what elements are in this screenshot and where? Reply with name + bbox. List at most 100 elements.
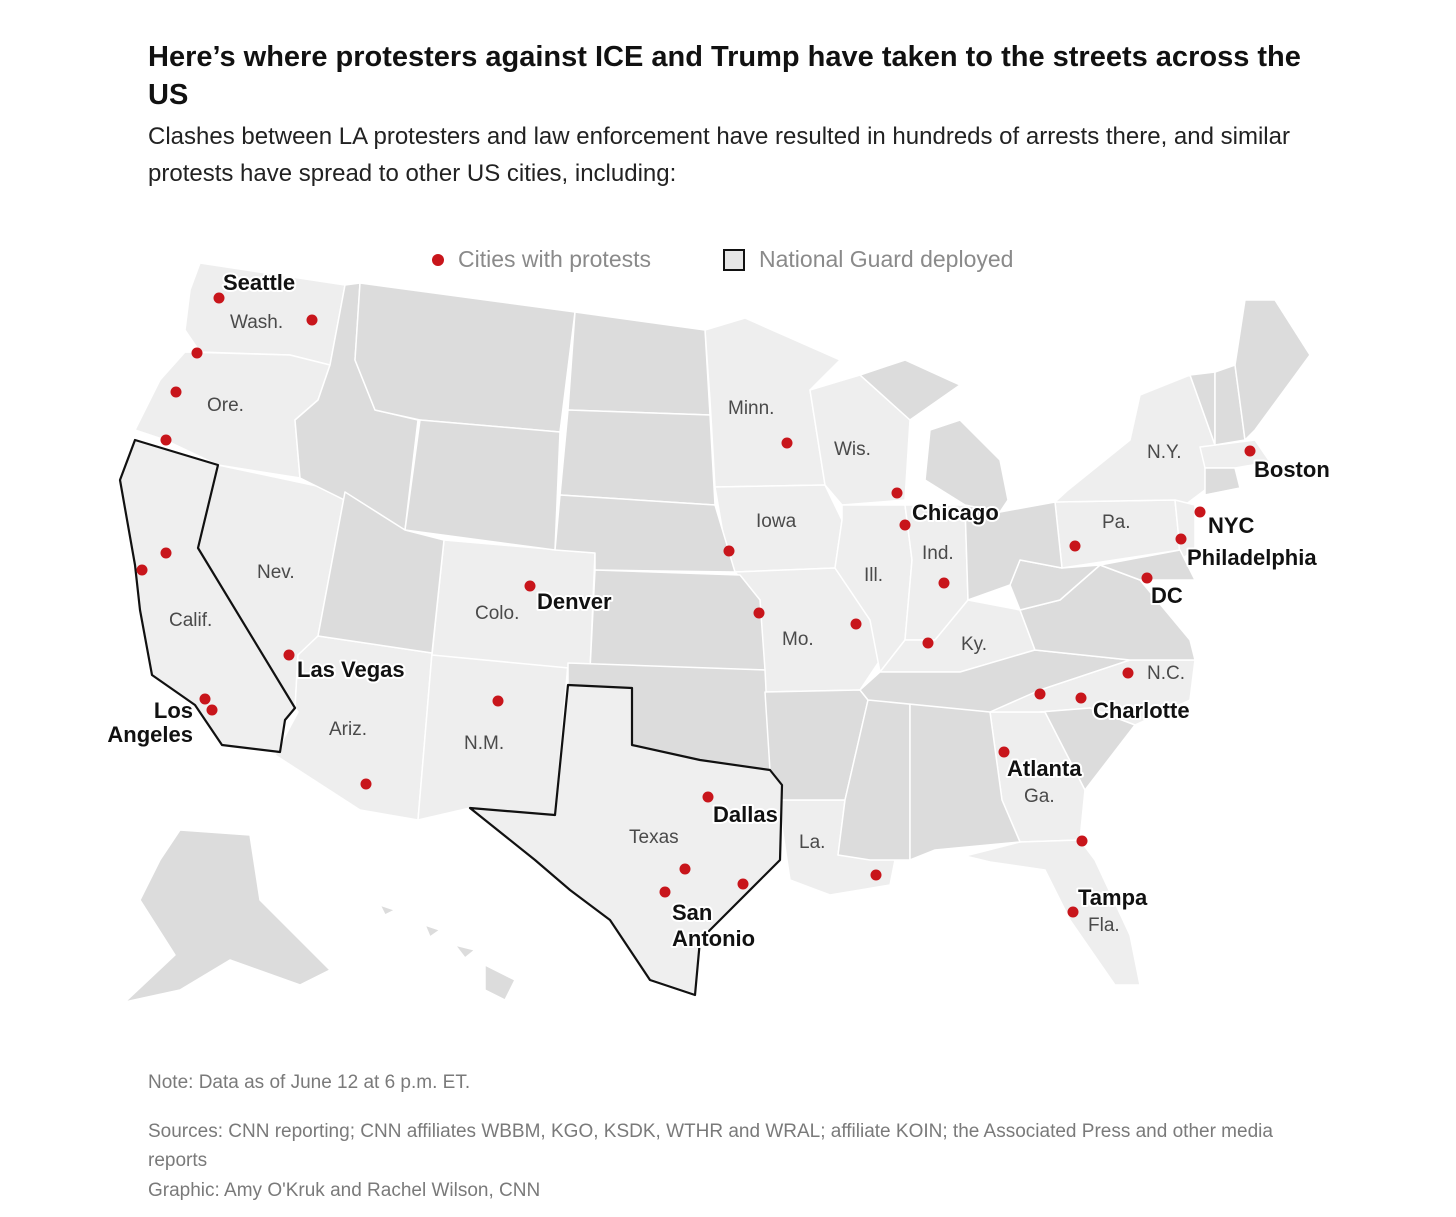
protest-dot-tucson [360, 778, 372, 790]
state-label-florida: Fla. [1088, 915, 1120, 936]
state-california [118, 438, 297, 754]
city-label-charlotte: Charlotte [1093, 698, 1190, 723]
state-label-kentucky: Ky. [961, 634, 987, 655]
state-ohio [964, 501, 1063, 601]
protest-dot-tampa [1067, 906, 1079, 918]
legend-protests-label: Cities with protests [458, 246, 652, 272]
protest-dot-dallas [702, 791, 714, 803]
state-labels: Wash. Ore. Calif. Nev. Ariz. Colo. N.M. … [169, 312, 1185, 936]
legend-guard-label: National Guard deployed [759, 246, 1014, 272]
city-label-seattle: Seattle [223, 270, 295, 295]
state-label-missouri: Mo. [782, 629, 814, 650]
footer-note: Note: Data as of June 12 at 6 p.m. ET. [148, 1072, 471, 1093]
protest-dot-louisville [922, 637, 934, 649]
footer-sources: Sources: CNN reporting; CNN affiliates W… [148, 1121, 1273, 1171]
city-label-los-angeles: Los Angeles [107, 698, 193, 747]
state-label-georgia: Ga. [1024, 786, 1055, 807]
state-label-north-carolina: N.C. [1147, 663, 1185, 684]
protest-dot-los-angeles [199, 693, 211, 705]
protest-dot-asheville [1034, 688, 1046, 700]
legend-item-protests: Cities with protests [432, 246, 651, 273]
legend-red-dot-icon [432, 253, 444, 266]
footer-credit: Graphic: Amy O'Kruk and Rachel Wilson, C… [148, 1180, 541, 1201]
state-new-york [1054, 374, 1216, 506]
protest-dot-eugene [170, 386, 182, 398]
state-texas [468, 683, 784, 997]
protest-dot-indianapolis [938, 577, 950, 589]
state-new-jersey [1174, 499, 1196, 561]
state-connecticut [1204, 467, 1241, 496]
state-shapes [124, 262, 1311, 1003]
city-label-nyc: NYC [1208, 513, 1255, 538]
protest-dot-kansas-city [753, 607, 765, 619]
state-kansas [589, 569, 766, 671]
city-label-chicago: Chicago [912, 500, 999, 525]
state-utah [317, 491, 445, 654]
city-label-las-vegas: Las Vegas [297, 657, 405, 682]
protest-dot-sacramento [160, 547, 172, 559]
protest-dot-milwaukee [891, 487, 903, 499]
city-label-denver: Denver [537, 589, 612, 614]
city-label-dc: DC [1151, 583, 1183, 608]
city-label-philadelphia: Philadelphia [1187, 545, 1317, 570]
protest-dot-denver [524, 580, 536, 592]
state-wyoming [404, 419, 561, 551]
state-label-colorado: Colo. [475, 603, 519, 624]
state-label-oregon: Ore. [207, 395, 244, 416]
city-label-atlanta: Atlanta [1007, 756, 1082, 781]
protest-dot-seattle [213, 292, 225, 304]
state-label-texas: Texas [629, 827, 679, 848]
protest-dot-spokane [306, 314, 318, 326]
state-label-arizona: Ariz. [329, 719, 367, 740]
page-title: Here’s where protesters against ICE and … [148, 41, 1301, 111]
protest-dot-houston [737, 878, 749, 890]
state-label-indiana: Ind. [922, 543, 954, 564]
state-florida [964, 839, 1141, 986]
state-label-new-mexico: N.M. [464, 733, 504, 754]
map-legend: Cities with protests National Guard depl… [0, 246, 1456, 276]
protest-dot-new-orleans [870, 869, 882, 881]
protest-dot-portland [191, 347, 203, 359]
state-label-nevada: Nev. [257, 562, 295, 583]
state-maryland [1099, 549, 1196, 581]
protest-dot-albuquerque [492, 695, 504, 707]
state-label-washington: Wash. [230, 312, 283, 333]
national-guard-states [118, 438, 784, 997]
protest-dot-omaha [723, 545, 735, 557]
protest-dot-san-antonio [659, 886, 671, 898]
protest-dot-chicago [899, 519, 911, 531]
city-label-boston: Boston [1254, 457, 1330, 482]
legend-item-national-guard: National Guard deployed [723, 246, 1013, 273]
state-label-new-york: N.Y. [1147, 442, 1182, 463]
state-alaska [124, 829, 331, 1003]
protest-dot-ashland [160, 434, 172, 446]
state-hawaii [379, 904, 516, 1001]
protest-dot-santa-ana [206, 704, 218, 716]
state-label-louisiana: La. [799, 832, 825, 853]
protest-dot-dc [1141, 572, 1153, 584]
protest-city-dots [136, 292, 1256, 918]
city-label-san-antonio: San Antonio [672, 900, 755, 951]
state-label-california: Calif. [169, 610, 212, 631]
protest-dot-jacksonville [1076, 835, 1088, 847]
protest-dot-pittsburgh [1069, 540, 1081, 552]
state-label-wisconsin: Wis. [834, 439, 871, 460]
protest-dot-charlotte [1075, 692, 1087, 704]
protest-dot-san-francisco [136, 564, 148, 576]
state-montana [354, 282, 576, 433]
state-label-illinois: Ill. [864, 565, 883, 586]
protest-dot-st-louis [850, 618, 862, 630]
protest-dot-raleigh [1122, 667, 1134, 679]
state-south-dakota [559, 409, 716, 506]
state-maine [1234, 299, 1311, 441]
protest-dot-minneapolis [781, 437, 793, 449]
protest-dot-atlanta [998, 746, 1010, 758]
city-labels: Seattle Los Angeles Las Vegas Denver Dall… [105, 268, 1331, 953]
protest-dot-boston [1244, 445, 1256, 457]
state-michigan [859, 359, 1009, 513]
state-label-iowa: Iowa [756, 511, 797, 532]
city-label-dallas: Dallas [713, 802, 778, 827]
state-north-dakota [567, 311, 711, 416]
protest-dot-las-vegas [283, 649, 295, 661]
